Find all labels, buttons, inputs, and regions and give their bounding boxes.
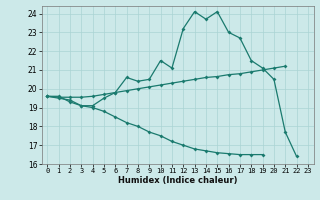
X-axis label: Humidex (Indice chaleur): Humidex (Indice chaleur)	[118, 176, 237, 185]
